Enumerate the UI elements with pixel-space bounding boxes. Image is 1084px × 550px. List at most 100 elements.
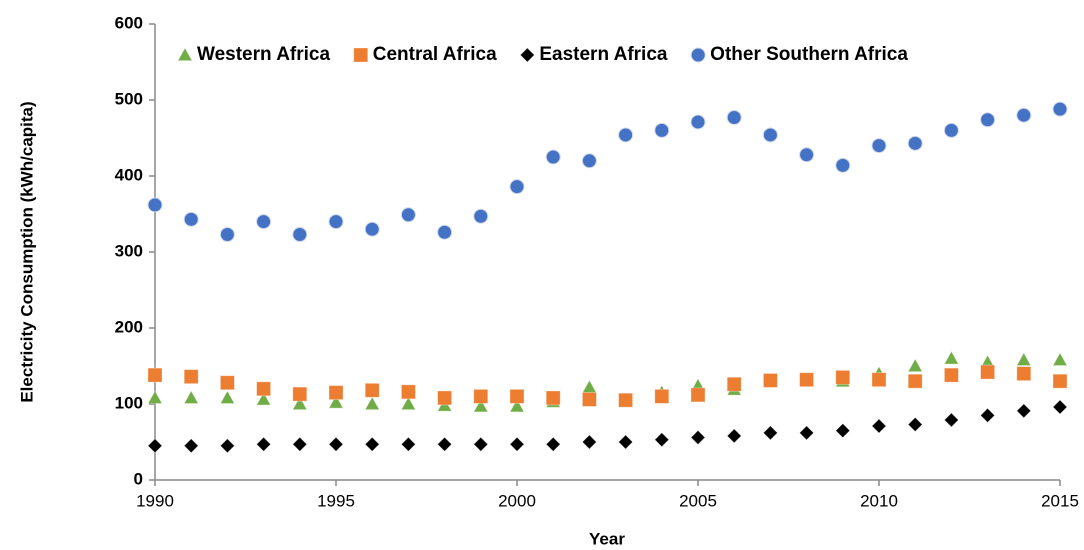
legend-marker [353,47,369,63]
point [147,367,163,383]
point [581,434,597,450]
point [835,370,851,385]
point [509,389,525,404]
point [799,425,815,441]
point [1016,352,1032,366]
point [581,153,597,169]
point [147,438,163,454]
point [907,358,923,372]
point [980,112,996,128]
x-tick-label: 2015 [1041,491,1079,510]
point [654,432,670,448]
y-tick-label: 300 [115,241,143,260]
point [618,392,633,408]
y-tick-label: 200 [115,317,143,336]
point [545,390,561,406]
point [292,386,308,402]
point [980,407,996,423]
point [1016,403,1032,419]
legend-marker [690,47,706,63]
point [799,147,815,163]
point [907,373,923,389]
point [690,429,706,446]
point [219,227,235,243]
point [400,207,416,223]
point [618,127,634,143]
y-tick-label: 600 [115,13,143,32]
point [328,385,344,400]
point [1016,107,1032,123]
point [328,394,344,409]
point [835,157,851,173]
point [400,396,417,410]
x-tick-label: 2005 [679,491,717,510]
point [292,227,308,243]
point [907,135,923,151]
point [437,224,453,240]
point [147,390,163,404]
point [219,438,235,454]
point [364,396,380,410]
point [509,436,525,452]
point [509,179,525,195]
point [762,127,778,143]
point [256,214,272,230]
point [545,149,561,165]
y-tick-label: 100 [115,393,143,412]
point [907,416,923,433]
point [473,208,489,224]
point [654,122,670,138]
point [147,197,163,213]
point [545,436,561,452]
point [473,398,489,413]
x-tick-label: 2000 [498,491,536,510]
point [219,390,236,404]
point [183,390,199,404]
point [1052,352,1068,366]
point [509,398,525,413]
point [726,376,742,392]
y-axis-title: Electricity Consumption (kWh/capita) [17,101,36,402]
point [1052,399,1068,415]
point [292,396,308,410]
point [292,436,308,452]
point [473,389,489,404]
legend-label: Eastern Africa [539,44,668,65]
point [690,114,706,130]
legend-marker [177,47,193,61]
point [183,211,199,227]
point [364,382,380,398]
point [944,367,959,383]
point [871,372,887,388]
point [1052,101,1068,117]
point [255,391,272,406]
point [400,436,416,452]
legend-label: Other Southern Africa [710,44,908,65]
point [183,438,199,454]
point [437,390,452,406]
x-tick-label: 1990 [136,491,174,510]
point [1052,373,1068,389]
point [943,350,960,365]
point [1016,366,1032,381]
y-tick-label: 500 [115,89,143,108]
point [835,423,851,439]
x-axis-title: Year [589,529,625,548]
point [437,436,453,452]
point [618,434,634,450]
point [220,375,235,391]
point [726,428,742,444]
point [256,381,271,397]
point [364,436,380,452]
point [581,379,598,394]
point [256,436,272,452]
point [763,373,778,388]
y-tick-label: 400 [115,165,143,184]
x-tick-label: 1995 [317,491,355,510]
point [328,436,344,452]
point [401,384,416,400]
point [582,392,597,407]
point [871,418,887,434]
point [943,122,959,138]
